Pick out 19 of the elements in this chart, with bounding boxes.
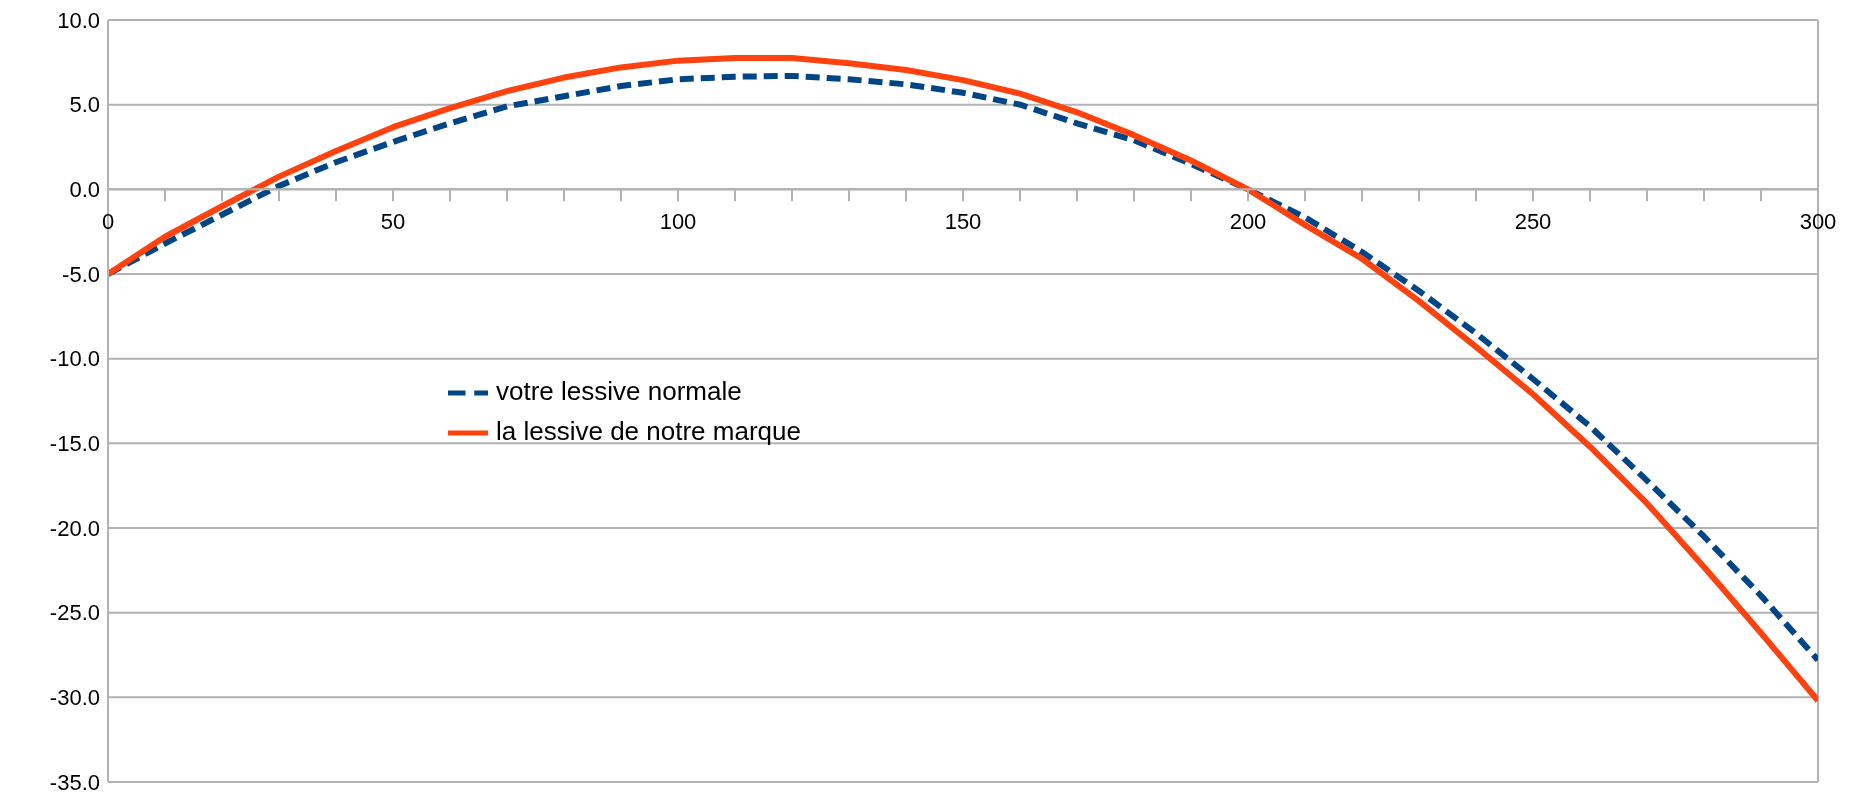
- y-tick-label: -10.0: [49, 346, 100, 372]
- y-tick-label: 10.0: [57, 7, 100, 33]
- x-tick-label: 200: [1229, 209, 1267, 235]
- x-tick-label: 300: [1799, 209, 1837, 235]
- y-tick-label: -35.0: [49, 769, 100, 795]
- x-tick-label: 50: [380, 209, 406, 235]
- y-tick-label: -25.0: [49, 600, 100, 626]
- x-tick-label: 0: [101, 209, 115, 235]
- y-tick-label: 0.0: [69, 177, 100, 203]
- x-tick-label: 250: [1514, 209, 1552, 235]
- legend-label: la lessive de notre marque: [496, 416, 801, 446]
- y-tick-label: -15.0: [49, 431, 100, 457]
- y-tick-label: -5.0: [62, 261, 100, 287]
- y-tick-label: -30.0: [49, 685, 100, 711]
- y-tick-label: 5.0: [69, 92, 100, 118]
- x-tick-label: 150: [944, 209, 982, 235]
- x-tick-label: 100: [659, 209, 697, 235]
- legend-label: votre lessive normale: [496, 376, 742, 406]
- y-tick-label: -20.0: [49, 515, 100, 541]
